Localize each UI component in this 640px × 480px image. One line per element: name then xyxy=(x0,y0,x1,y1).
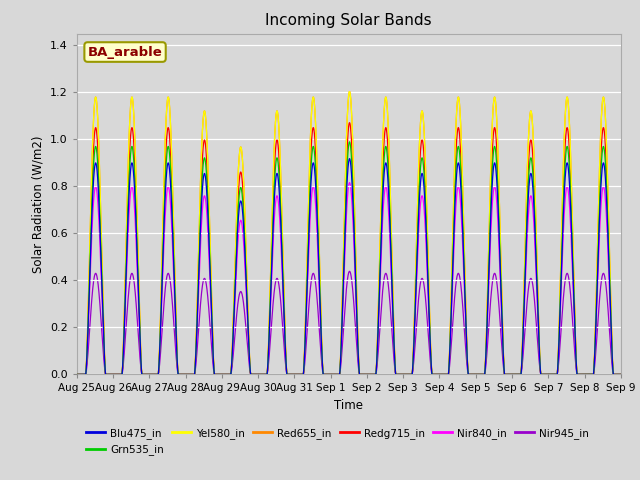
Nir945_in xyxy=(189,372,197,377)
Red655_in xyxy=(276,162,284,168)
Red655_in xyxy=(346,89,353,95)
Grn535_in xyxy=(617,372,625,377)
Grn535_in xyxy=(184,372,191,377)
Nir840_in xyxy=(617,372,625,377)
Red655_in xyxy=(184,372,191,377)
Nir945_in xyxy=(424,325,431,331)
Red655_in xyxy=(189,372,197,377)
Line: Nir945_in: Nir945_in xyxy=(77,271,621,374)
Red655_in xyxy=(615,372,623,377)
Blu475_in xyxy=(615,372,623,377)
Line: Red655_in: Red655_in xyxy=(77,92,621,374)
Nir945_in xyxy=(276,295,284,301)
Nir945_in xyxy=(346,268,353,274)
Blu475_in xyxy=(346,156,353,162)
Grn535_in xyxy=(501,372,509,377)
Nir840_in xyxy=(184,372,191,377)
Grn535_in xyxy=(276,200,284,205)
Nir840_in xyxy=(501,372,509,377)
Grn535_in xyxy=(189,372,197,377)
Title: Incoming Solar Bands: Incoming Solar Bands xyxy=(266,13,432,28)
Blu475_in xyxy=(276,212,284,218)
Redg715_in xyxy=(189,372,197,377)
Redg715_in xyxy=(73,372,81,377)
Grn535_in xyxy=(615,372,623,377)
Line: Blu475_in: Blu475_in xyxy=(77,159,621,374)
Nir945_in xyxy=(617,372,625,377)
Yel580_in xyxy=(615,372,623,377)
Redg715_in xyxy=(424,259,431,264)
Redg715_in xyxy=(615,372,623,377)
Text: BA_arable: BA_arable xyxy=(88,46,163,59)
Nir840_in xyxy=(424,286,431,291)
Yel580_in xyxy=(617,372,625,377)
Nir840_in xyxy=(189,372,197,377)
Yel580_in xyxy=(424,245,431,251)
Redg715_in xyxy=(617,372,625,377)
Yel580_in xyxy=(184,372,191,377)
Line: Redg715_in: Redg715_in xyxy=(77,123,621,374)
Y-axis label: Solar Radiation (W/m2): Solar Radiation (W/m2) xyxy=(31,135,44,273)
Blu475_in xyxy=(184,372,191,377)
Yel580_in xyxy=(346,89,353,95)
Yel580_in xyxy=(276,162,284,168)
Blu475_in xyxy=(424,275,431,281)
X-axis label: Time: Time xyxy=(334,399,364,412)
Legend: Blu475_in, Grn535_in, Yel580_in, Red655_in, Redg715_in, Nir840_in, Nir945_in: Blu475_in, Grn535_in, Yel580_in, Red655_… xyxy=(82,424,593,459)
Yel580_in xyxy=(73,372,81,377)
Nir945_in xyxy=(184,372,191,377)
Blu475_in xyxy=(501,372,509,377)
Grn535_in xyxy=(424,267,431,273)
Nir840_in xyxy=(346,180,353,185)
Nir945_in xyxy=(615,372,623,377)
Grn535_in xyxy=(73,372,81,377)
Nir840_in xyxy=(276,230,284,236)
Red655_in xyxy=(424,245,431,251)
Line: Grn535_in: Grn535_in xyxy=(77,142,621,374)
Line: Nir840_in: Nir840_in xyxy=(77,182,621,374)
Nir840_in xyxy=(73,372,81,377)
Yel580_in xyxy=(189,372,197,377)
Red655_in xyxy=(501,372,509,377)
Grn535_in xyxy=(346,139,353,145)
Redg715_in xyxy=(501,372,509,377)
Line: Yel580_in: Yel580_in xyxy=(77,92,621,374)
Blu475_in xyxy=(189,372,197,377)
Redg715_in xyxy=(346,120,353,126)
Nir945_in xyxy=(73,372,81,377)
Yel580_in xyxy=(501,372,509,377)
Blu475_in xyxy=(73,372,81,377)
Nir840_in xyxy=(615,372,623,377)
Blu475_in xyxy=(617,372,625,377)
Red655_in xyxy=(617,372,625,377)
Redg715_in xyxy=(184,372,191,377)
Redg715_in xyxy=(276,185,284,191)
Red655_in xyxy=(73,372,81,377)
Nir945_in xyxy=(501,372,509,377)
